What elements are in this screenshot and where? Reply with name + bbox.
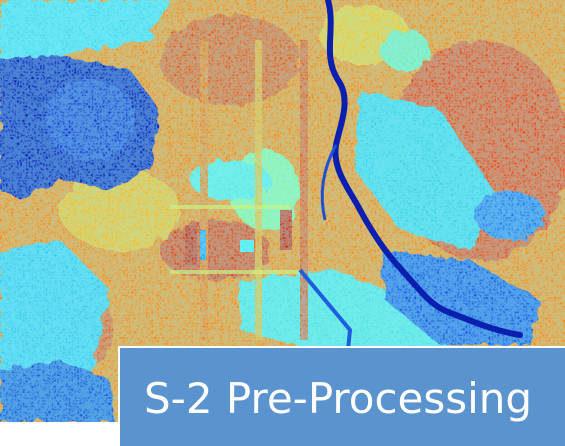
false-color-map: [0, 0, 565, 422]
title-banner: S-2 Pre-Processing: [118, 346, 565, 446]
river-branch: [320, 144, 338, 221]
satellite-index-image: [0, 0, 565, 422]
river: [325, 0, 523, 338]
slide-title: S-2 Pre-Processing: [144, 374, 533, 423]
